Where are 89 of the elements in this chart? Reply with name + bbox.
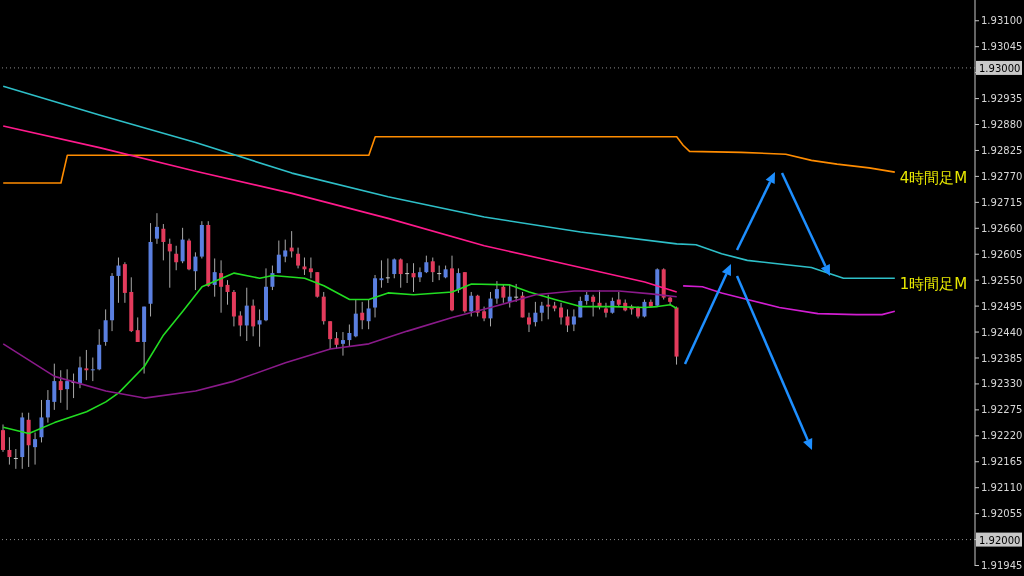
candlestick — [533, 301, 538, 327]
candlestick — [45, 389, 50, 424]
y-tick-label: 1.92605 — [981, 248, 1023, 260]
candlestick — [366, 299, 371, 330]
candlestick — [340, 331, 345, 357]
y-tick-label: 1.92440 — [981, 326, 1023, 338]
candlestick — [559, 302, 564, 326]
ref-line-label: 1.92000 — [979, 534, 1021, 546]
candlestick — [405, 262, 410, 284]
y-tick-label: 1.92825 — [981, 145, 1023, 157]
candlestick — [1, 424, 5, 453]
candlestick — [539, 301, 544, 322]
line-series — [2, 125, 678, 293]
candlestick — [180, 227, 185, 264]
candlestick — [328, 320, 333, 350]
candlestick — [174, 245, 179, 271]
candlestick — [154, 212, 159, 245]
candlestick — [135, 316, 140, 343]
candlestick — [161, 223, 166, 261]
y-tick-label: 1.92935 — [981, 93, 1023, 105]
candlestick — [546, 294, 551, 320]
candlestick — [360, 301, 365, 330]
candlestick — [603, 302, 608, 318]
candlestick — [347, 324, 352, 348]
candlestick — [116, 257, 121, 304]
candlestick — [494, 280, 499, 305]
candlestick — [77, 356, 82, 389]
line-series — [2, 85, 896, 280]
candlestick — [90, 357, 95, 382]
y-tick-label: 1.92165 — [981, 456, 1023, 468]
candlestick — [39, 399, 44, 443]
y-tick-label: 1.92660 — [981, 222, 1023, 234]
candlestick — [13, 448, 18, 470]
candlestick — [526, 312, 531, 333]
y-tick-label: 1.92550 — [981, 274, 1023, 286]
series-label: 4時間足M — [899, 168, 968, 187]
candlestick — [411, 262, 416, 293]
candlestick — [565, 308, 570, 333]
line-series — [2, 272, 678, 435]
candlestick — [392, 257, 397, 279]
y-tick-label: 1.93045 — [981, 41, 1023, 53]
candlestick — [238, 310, 243, 337]
y-tick-label: 1.92275 — [981, 404, 1023, 416]
candlestick — [475, 294, 480, 317]
line-series — [682, 285, 896, 316]
y-tick-label: 1.92220 — [981, 430, 1023, 442]
line-series — [2, 290, 678, 399]
candlestick — [469, 291, 474, 317]
candlestick — [212, 257, 217, 298]
candlestick — [225, 279, 230, 306]
series-label: 1時間足M — [899, 274, 968, 293]
candlestick — [7, 436, 12, 466]
candlestick — [270, 265, 275, 291]
y-tick-label: 1.92055 — [981, 508, 1023, 520]
candlestick — [257, 308, 262, 348]
candlestick — [571, 308, 576, 332]
candlestick — [591, 294, 596, 317]
y-tick-label: 1.92770 — [981, 170, 1023, 182]
candlestick — [430, 257, 435, 283]
ref-line-label: 1.93000 — [979, 62, 1021, 74]
candlestick — [283, 239, 288, 263]
y-tick-label: 1.92715 — [981, 196, 1023, 208]
candlestick — [398, 257, 403, 289]
candlestick — [193, 251, 198, 291]
candlestick — [52, 363, 57, 411]
candlestick — [167, 238, 172, 289]
y-tick-label: 1.92110 — [981, 482, 1023, 494]
candlestick — [276, 240, 281, 274]
candlestick — [251, 299, 256, 337]
y-tick-label: 1.91945 — [981, 560, 1023, 572]
candlestick — [296, 247, 301, 269]
candlestick — [84, 349, 89, 381]
candlestick — [103, 308, 108, 347]
candlestick — [244, 287, 249, 342]
candlestick — [385, 257, 390, 284]
candlestick — [456, 267, 461, 294]
y-tick-label: 1.93100 — [981, 15, 1023, 27]
candlestick — [58, 369, 63, 404]
y-tick-label: 1.92330 — [981, 378, 1023, 390]
candlestick — [379, 259, 384, 289]
y-tick-label: 1.92385 — [981, 352, 1023, 364]
candlestick — [65, 368, 70, 411]
line-series — [2, 135, 896, 184]
candlestick — [353, 299, 358, 338]
candlestick — [417, 266, 422, 283]
candlestick — [33, 432, 38, 466]
y-tick-label: 1.92495 — [981, 300, 1023, 312]
candlestick — [308, 257, 313, 279]
y-tick-label: 1.92880 — [981, 119, 1023, 131]
